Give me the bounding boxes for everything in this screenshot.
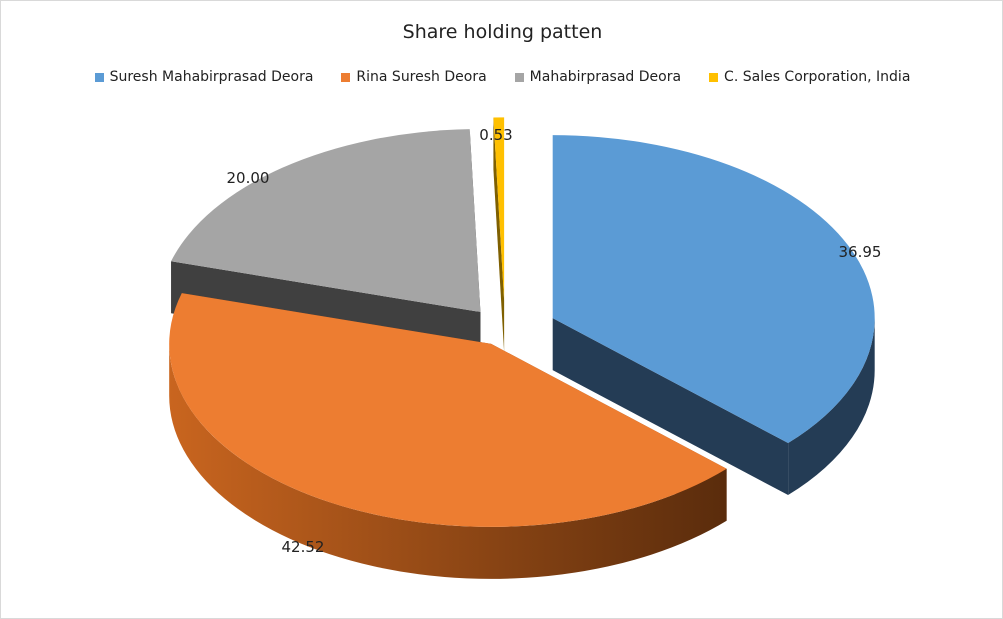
legend-swatch-rina — [341, 72, 351, 82]
slice-rina — [169, 293, 727, 527]
data-label-suresh: 36.95 — [839, 243, 882, 261]
slice-csales — [493, 117, 505, 301]
legend-label-rina: Rina Suresh Deora — [356, 69, 487, 85]
legend-item-mahabirprasad: Mahabirprasad Deora — [514, 69, 682, 85]
pie-labels: 36.95 42.52 20.00 0.53 — [227, 126, 882, 556]
legend-swatch-mahabirprasad — [514, 72, 524, 82]
slice-side-rina — [169, 343, 727, 579]
slice-side-suresh — [788, 318, 875, 496]
legend-item-suresh: Suresh Mahabirprasad Deora — [94, 69, 314, 85]
data-label-csales: 0.53 — [479, 126, 512, 144]
legend-swatch-csales — [709, 72, 719, 82]
legend-swatch-suresh — [94, 72, 104, 82]
chart-title: Share holding patten — [402, 21, 603, 43]
legend-item-csales: C. Sales Corporation, India — [709, 69, 910, 85]
legend: Suresh Mahabirprasad Deora Rina Suresh D… — [1, 69, 1003, 85]
legend-label-suresh: Suresh Mahabirprasad Deora — [109, 69, 314, 85]
legend-label-csales: C. Sales Corporation, India — [724, 69, 911, 85]
legend-item-rina: Rina Suresh Deora — [341, 69, 487, 85]
data-label-rina: 42.52 — [282, 538, 325, 556]
slice-wall-csales-0 — [493, 117, 505, 353]
data-label-mahabirprasad: 20.00 — [227, 169, 270, 187]
slice-suresh — [552, 135, 875, 444]
slice-wall-suresh-1 — [552, 318, 789, 496]
slice-mahabirprasad — [171, 129, 481, 313]
pie-tops — [169, 117, 875, 527]
legend-label-mahabirprasad: Mahabirprasad Deora — [529, 69, 682, 85]
